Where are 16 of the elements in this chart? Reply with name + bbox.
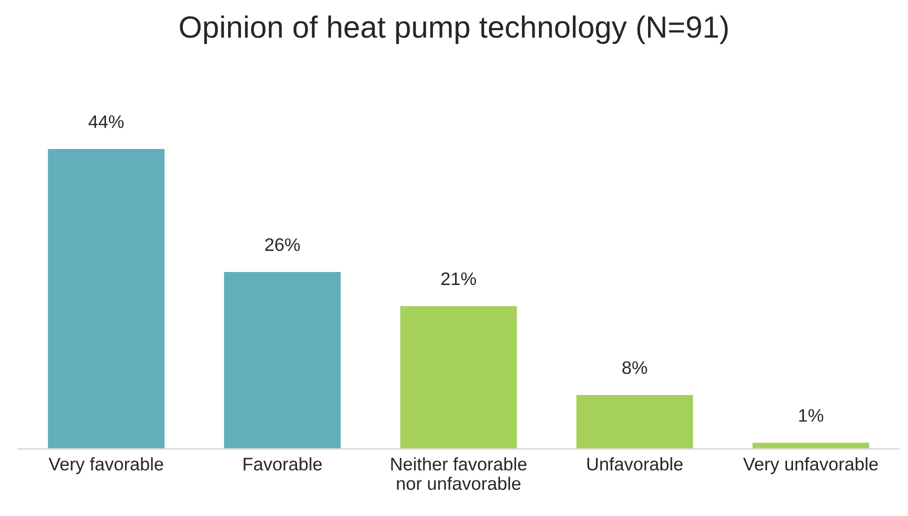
x-tick-label: Very favorable xyxy=(48,457,164,474)
data-label: 44% xyxy=(88,115,124,128)
x-tick-label: Unfavorable xyxy=(587,457,683,471)
chart-title: Opinion of heat pump technology (N=91) xyxy=(180,15,728,44)
data-label: 21% xyxy=(441,272,476,286)
data-label: 1% xyxy=(799,409,824,422)
x-tick-label: Neither favorable nor unfavorable xyxy=(391,457,526,490)
bar xyxy=(46,148,166,449)
x-tick-label: Very unfavorable xyxy=(743,457,878,474)
bar xyxy=(751,441,871,449)
bar xyxy=(398,304,518,449)
bar xyxy=(222,270,342,449)
x-tick-label: Favorable xyxy=(244,457,322,471)
bar xyxy=(574,394,694,449)
data-label: 26% xyxy=(265,238,300,252)
data-label: 8% xyxy=(622,361,648,374)
